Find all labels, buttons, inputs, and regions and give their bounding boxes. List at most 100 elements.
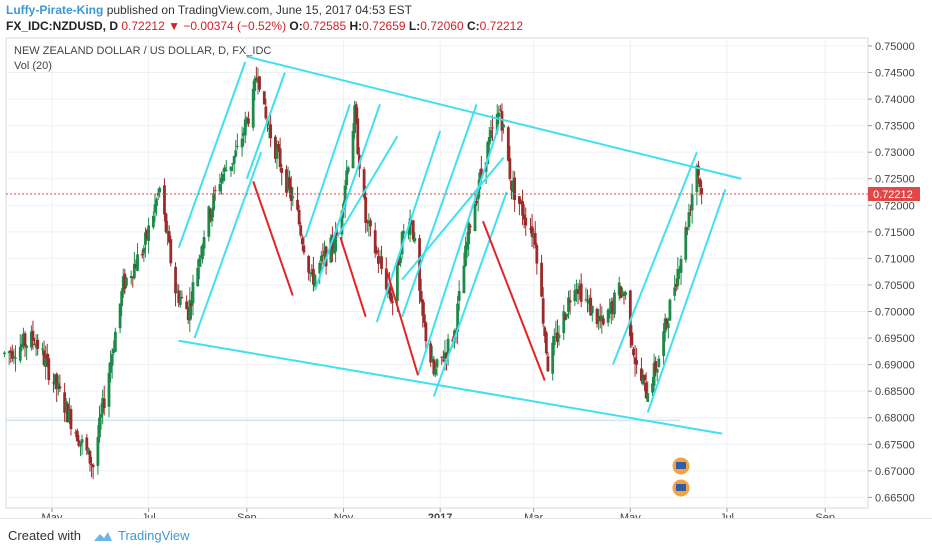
candle-body [186, 308, 190, 321]
candle-body [517, 196, 521, 204]
candle-body [532, 233, 536, 238]
close-label: C: [466, 19, 480, 33]
channel-trend-line [417, 125, 500, 376]
price-chart[interactable]: 0.75000 0.74500 0.74000 0.73500 0.73000 0.725… [0, 0, 932, 518]
candle-body [521, 201, 524, 216]
candle-body [273, 136, 277, 159]
candle-body [251, 88, 255, 128]
candle-body [229, 166, 233, 171]
flag-emblem-icon [676, 484, 686, 491]
candle-body [196, 267, 200, 287]
candle-body [511, 181, 515, 193]
candle-body [307, 256, 311, 273]
channel-trend-line [246, 55, 742, 180]
y-tick-label: 0.67000 [875, 466, 915, 478]
candle-body [213, 190, 217, 192]
candle-body [247, 118, 250, 124]
candle-body [543, 327, 547, 337]
y-tick-label: 0.74000 [875, 94, 915, 106]
candle-body [121, 276, 125, 293]
candle-body [102, 398, 106, 409]
candle-body [508, 158, 512, 179]
candle-body [80, 439, 84, 443]
candle-body [519, 200, 523, 202]
candle-body [613, 292, 616, 315]
candle-body [242, 132, 246, 136]
candle-body [608, 310, 612, 314]
plot-area [5, 37, 869, 509]
candle-body [679, 259, 683, 273]
candle-body [584, 299, 588, 301]
candle-body [633, 357, 637, 365]
candle-body [345, 170, 349, 186]
candle-body [36, 339, 40, 349]
candle-body [597, 317, 601, 321]
candle-body [23, 333, 27, 347]
candle-body [56, 383, 60, 390]
y-tick-label: 0.70000 [875, 307, 915, 319]
candle-body [253, 78, 257, 91]
candle-body [164, 213, 168, 233]
candle-body [407, 232, 410, 234]
pane-title: NEW ZEALAND DOLLAR / US DOLLAR, D, FX_ID… [14, 45, 272, 57]
candle-body [600, 315, 604, 321]
candle-body [258, 76, 261, 90]
candle-body [397, 256, 401, 266]
symbol-label: FX_IDC:NZDUSD, D [6, 19, 119, 33]
candle-body [364, 197, 368, 224]
candle-body [611, 301, 615, 313]
candle-body [180, 297, 184, 299]
candle-body [163, 185, 166, 215]
candle-body [155, 199, 158, 207]
candle-body [129, 275, 133, 278]
candle-body [9, 350, 13, 353]
y-tick-label: 0.71500 [875, 227, 915, 239]
candle-body [231, 163, 234, 165]
candle-body [432, 359, 436, 375]
candle-body [541, 298, 545, 324]
candle-body [446, 338, 450, 356]
candle-body [297, 210, 301, 225]
y-tick-label: 0.67500 [875, 439, 915, 451]
x-tick-label: Mar [524, 512, 543, 518]
candle-body [158, 187, 162, 193]
tradingview-logo-icon[interactable] [92, 529, 114, 543]
y-tick-label: 0.70500 [875, 280, 915, 292]
candle-body [697, 165, 700, 176]
candle-body [421, 299, 425, 316]
y-tick-label: 0.72500 [875, 174, 915, 186]
candle-body [112, 349, 116, 353]
channel-trend-line [401, 104, 478, 318]
last-price-tag [868, 187, 920, 202]
y-tick-label: 0.68000 [875, 413, 915, 425]
candle-body [312, 268, 315, 285]
candle-body [651, 383, 654, 393]
channel-trend-line [401, 156, 505, 281]
candle-body [191, 282, 195, 304]
candle-body [552, 336, 556, 346]
candle-body [408, 218, 412, 235]
candle-body [22, 333, 25, 347]
candle-body [33, 343, 36, 345]
channel-trend-line [432, 191, 508, 397]
candle-body [565, 314, 569, 317]
candle-body [224, 170, 228, 172]
candle-body [402, 231, 406, 234]
author-link[interactable]: Luffy-Pirate-King [6, 3, 104, 17]
candle-body [624, 292, 627, 296]
volume-label: Vol (20) [14, 60, 52, 72]
candle-body [20, 343, 24, 348]
candle-body [479, 168, 483, 175]
candle-body [262, 91, 266, 105]
channel-trend-line [177, 61, 247, 249]
red-trend-line [339, 236, 367, 318]
tradingview-brand-link[interactable]: TradingView [118, 528, 190, 543]
candle-body [134, 264, 138, 268]
candle-body [256, 77, 260, 83]
high-label: H: [349, 19, 363, 33]
candle-body [389, 292, 393, 302]
candle-body [589, 297, 593, 316]
candle-body [529, 228, 532, 230]
channel-trend-line [193, 151, 263, 339]
candle-body [643, 374, 646, 381]
